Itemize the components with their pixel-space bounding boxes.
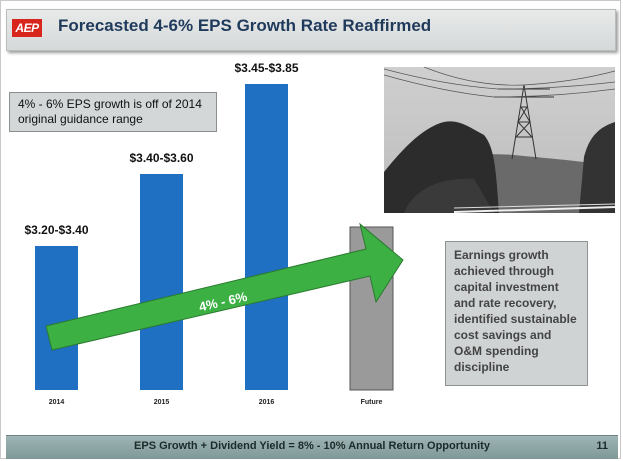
bar-value-label: $3.40-$3.60 [129,151,193,165]
growth-arrow [45,222,404,351]
title-bar [6,9,616,51]
x-tick-label: 2016 [259,399,275,406]
bar-2015 [140,174,183,390]
x-tick-label: 2015 [154,399,170,406]
bar-value-label: $3.20-$3.40 [24,223,88,237]
slide-title: Forecasted 4-6% EPS Growth Rate Reaffirm… [58,16,432,35]
footer-text: EPS Growth + Dividend Yield = 8% - 10% A… [134,440,490,452]
x-tick-label: Future [361,399,383,406]
bar-value-label: $3.45-$3.85 [234,61,298,75]
aep-logo: AEP [12,19,42,41]
logo-text: AEP [12,19,42,37]
transmission-tower-photo [384,67,615,213]
page-number: 11 [596,440,608,452]
footer-bar: EPS Growth + Dividend Yield = 8% - 10% A… [6,435,618,459]
x-tick-label: 2014 [49,399,65,406]
bar-2016 [245,84,288,390]
earnings-growth-note: Earnings growth achieved through capital… [445,241,588,386]
guidance-callout: 4% - 6% EPS growth is off of 2014 origin… [9,92,217,132]
bar-2014 [35,246,78,390]
